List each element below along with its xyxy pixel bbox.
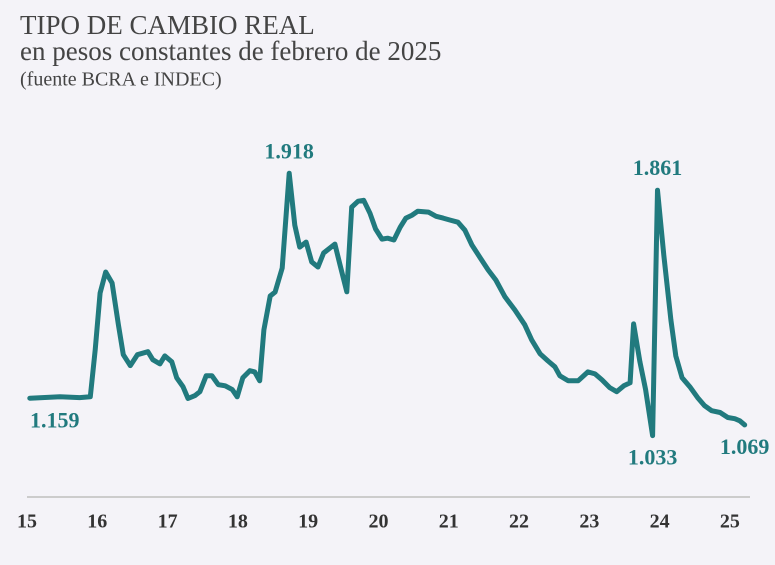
x-tick-label: 18: [228, 511, 248, 533]
data-label: 1.033: [628, 445, 678, 470]
chart-source: (fuente BCRA e INDEC): [20, 69, 222, 91]
x-tick-label: 15: [17, 511, 37, 533]
x-tick-label: 20: [368, 511, 388, 533]
x-tick-label: 25: [720, 511, 740, 533]
chart-subtitle: en pesos constantes de febrero de 2025: [20, 36, 441, 66]
chart-title: TIPO DE CAMBIO REAL: [20, 10, 315, 40]
x-tick-label: 21: [439, 511, 459, 533]
data-label: 1.861: [633, 155, 683, 180]
x-tick-label: 19: [298, 511, 318, 533]
x-tick-label: 24: [650, 511, 670, 533]
x-tick-label: 22: [509, 511, 529, 533]
data-line: [27, 170, 748, 439]
data-label: 1.918: [264, 138, 314, 163]
data-label: 1.159: [30, 407, 80, 432]
data-label: 1.069: [720, 434, 770, 459]
x-tick-label: 17: [158, 511, 178, 533]
x-tick-label: 23: [579, 511, 599, 533]
x-tick-label: 16: [87, 511, 107, 533]
